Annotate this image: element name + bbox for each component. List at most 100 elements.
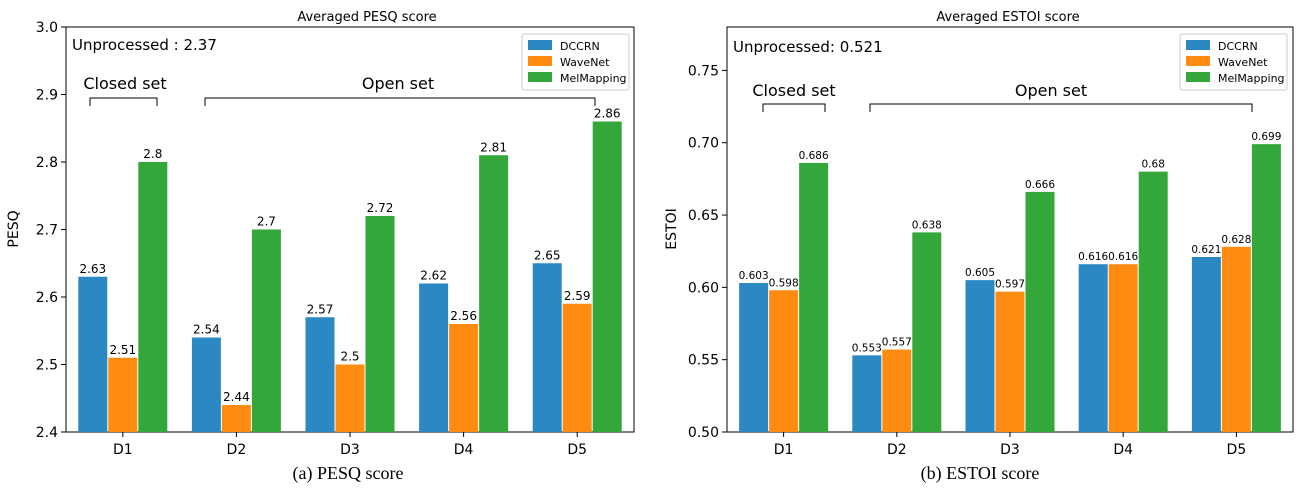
bar-wavenet-d1: [108, 357, 138, 432]
open-set-bracket: [869, 103, 1253, 112]
bar-value-label: 0.603: [739, 270, 769, 282]
bar-melmapping-d1: [799, 162, 829, 432]
y-tick-label: 2.7: [36, 223, 58, 239]
open-set-bracket: [204, 97, 596, 106]
bar-melmapping-d2: [251, 229, 281, 432]
bar-value-label: 0.686: [799, 150, 829, 162]
chart-title: Averaged PESQ score: [297, 10, 436, 25]
bar-melmapping-d2: [912, 232, 942, 432]
y-tick-label: 2.5: [36, 358, 58, 374]
closed-set-label: Closed set: [752, 81, 835, 100]
bar-value-label: 2.54: [193, 323, 220, 337]
x-tick-label: D4: [454, 442, 474, 458]
y-tick-label: 0.65: [688, 208, 719, 224]
chart-title: Averaged ESTOI score: [936, 10, 1079, 25]
legend-entry: DCCRN: [560, 40, 600, 53]
legend-entry: MelMapping: [560, 72, 627, 85]
legend-swatch: [1186, 56, 1210, 66]
bar-dccrn-d4: [419, 283, 449, 432]
y-tick-label: 0.70: [688, 136, 719, 152]
estoi-chart: Averaged ESTOI score ESTOI Unprocessed: …: [664, 10, 1294, 484]
bar-value-label: 0.68: [1142, 159, 1165, 171]
open-set-label: Open set: [362, 74, 434, 93]
bar-value-label: 2.63: [79, 262, 106, 276]
x-tick-label: D5: [1227, 442, 1247, 458]
y-tick-label: 0.75: [688, 63, 719, 79]
y-axis-label: ESTOI: [664, 208, 680, 249]
bar-melmapping-d4: [1138, 171, 1168, 432]
bar-value-label: 2.7: [257, 215, 276, 229]
closed-set-bracket: [762, 103, 826, 112]
x-tick-label: D4: [1113, 442, 1133, 458]
unprocessed-annotation: Unprocessed : 2.37: [72, 36, 217, 54]
closed-set-bracket: [89, 97, 158, 106]
bar-melmapping-d3: [365, 216, 395, 432]
bar-wavenet-d4: [1108, 264, 1138, 432]
bar-wavenet-d3: [995, 291, 1025, 432]
bar-dccrn-d1: [78, 276, 108, 432]
y-tick-label: 2.9: [36, 88, 58, 104]
bar-wavenet-d2: [882, 349, 912, 432]
y-tick-label: 0.55: [688, 353, 719, 369]
bar-melmapping-d4: [479, 155, 509, 432]
bar-dccrn-d3: [965, 280, 995, 432]
bar-value-label: 2.44: [223, 390, 250, 404]
bar-wavenet-d4: [449, 324, 479, 432]
bar-dccrn-d3: [305, 317, 335, 432]
bar-melmapping-d3: [1025, 191, 1055, 432]
x-tick-label: D2: [227, 442, 247, 458]
bar-value-label: 0.553: [852, 342, 882, 354]
bar-value-label: 0.699: [1251, 131, 1281, 143]
legend-entry: DCCRN: [1218, 40, 1258, 53]
x-tick-label: D5: [567, 442, 587, 458]
open-set-label: Open set: [1015, 81, 1087, 100]
bar-wavenet-d3: [335, 364, 365, 432]
y-tick-label: 2.8: [36, 155, 58, 171]
x-tick-label: D2: [887, 442, 907, 458]
bar-value-label: 2.59: [564, 289, 591, 303]
bar-wavenet-d5: [1221, 246, 1251, 432]
bar-value-label: 0.638: [912, 219, 942, 231]
bar-value-label: 0.557: [882, 337, 912, 349]
bar-value-label: 0.621: [1191, 244, 1221, 256]
bar-wavenet-d5: [562, 303, 592, 432]
unprocessed-annotation: Unprocessed: 0.521: [733, 38, 883, 56]
y-tick-label: 0.50: [688, 425, 719, 441]
bar-melmapping-d5: [1251, 144, 1281, 433]
x-tick-label: D3: [1000, 442, 1020, 458]
bar-dccrn-d4: [1078, 264, 1108, 432]
bar-melmapping-d5: [592, 121, 622, 432]
bar-value-label: 0.616: [1108, 251, 1138, 263]
bar-dccrn-d5: [532, 263, 562, 432]
legend-entry: WaveNet: [560, 56, 610, 69]
bar-dccrn-d5: [1191, 256, 1221, 432]
legend-swatch: [528, 56, 552, 66]
bar-value-label: 0.598: [769, 277, 799, 289]
bar-wavenet-d1: [769, 290, 799, 432]
y-axis-label: PESQ: [6, 210, 22, 247]
pesq-chart: Averaged PESQ score PESQ Unprocessed : 2…: [6, 10, 635, 484]
y-tick-label: 2.6: [36, 290, 58, 306]
bar-value-label: 2.57: [307, 302, 334, 316]
bar-value-label: 2.65: [534, 248, 561, 262]
bar-wavenet-d2: [221, 405, 251, 432]
bar-value-label: 2.5: [340, 350, 359, 364]
figure-caption: (b) ESTOI score: [921, 463, 1040, 484]
x-tick-label: D1: [774, 442, 794, 458]
figure-caption: (a) PESQ score: [293, 463, 404, 484]
bar-value-label: 0.666: [1025, 179, 1055, 191]
legend-swatch: [1186, 72, 1210, 82]
bar-value-label: 2.8: [143, 147, 162, 161]
legend-swatch: [528, 72, 552, 82]
x-tick-label: D1: [113, 442, 133, 458]
bar-value-label: 0.597: [995, 279, 1025, 291]
bar-melmapping-d1: [138, 162, 168, 432]
bar-value-label: 2.81: [480, 140, 507, 154]
bar-value-label: 0.605: [965, 267, 995, 279]
bar-value-label: 2.72: [367, 201, 394, 215]
legend-swatch: [1186, 40, 1210, 50]
y-tick-label: 3.0: [36, 20, 58, 36]
y-tick-label: 0.60: [688, 280, 719, 296]
legend-entry: WaveNet: [1218, 56, 1268, 69]
